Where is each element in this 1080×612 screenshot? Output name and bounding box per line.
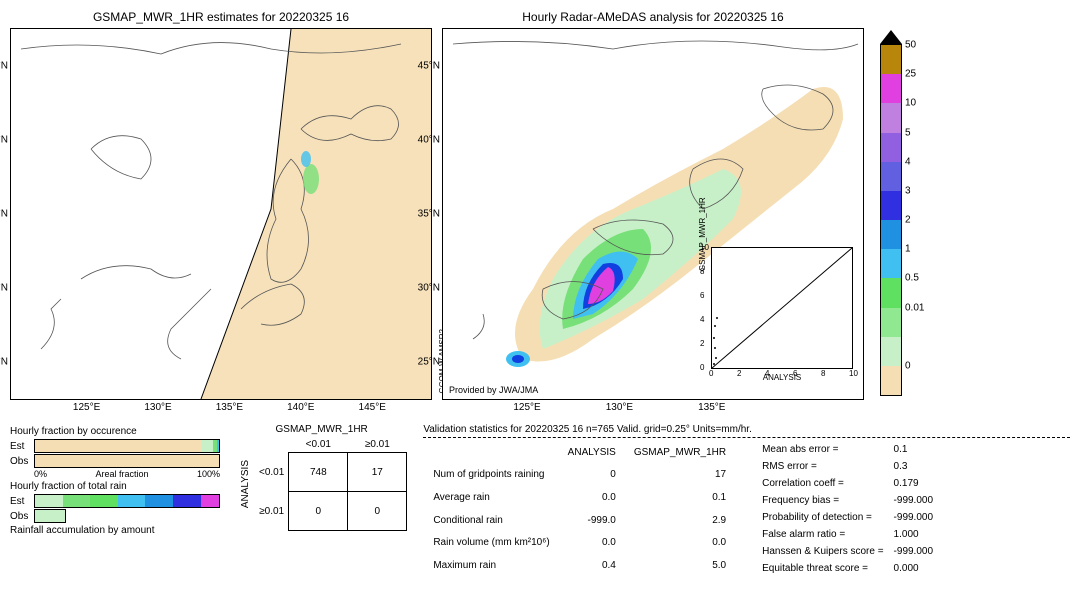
stat-val-a: 0.0: [560, 532, 624, 553]
inset-scatter: GSMAP_MWR_1HR ANALYSIS 02468100246810: [711, 247, 853, 369]
metric-val: -999.000: [890, 510, 937, 525]
bar-label-obs: Obs: [10, 511, 34, 522]
stat-val-b: 0.1: [626, 487, 734, 508]
left-map-svg: [11, 29, 431, 399]
occ-axis-right: 100%: [197, 469, 220, 479]
stat-val-a: 0: [560, 464, 624, 485]
occ-axis-left: 0%: [34, 469, 47, 479]
stat-val-a: -999.0: [560, 510, 624, 531]
metrics-table: Mean abs error =0.1RMS error =0.3Correla…: [756, 440, 939, 578]
metric-label: False alarm ratio =: [758, 527, 887, 542]
metric-val: -999.000: [890, 544, 937, 559]
rain-obs-bar: [34, 509, 66, 523]
right-map: GSMAP_MWR_1HR ANALYSIS 02468100246810 Pr…: [442, 28, 864, 400]
ct-ylabel: ANALYSIS: [236, 456, 255, 512]
inset-ylabel: GSMAP_MWR_1HR: [698, 197, 707, 271]
metric-label: Correlation coeff =: [758, 476, 887, 491]
rain-patch: [303, 164, 319, 194]
rain-title: Hourly fraction of total rain: [10, 481, 220, 492]
stat-val-b: 2.9: [626, 510, 734, 531]
stat-val-b: 5.0: [626, 555, 734, 576]
colorbar: 502510543210.50.010: [880, 44, 902, 396]
metric-val: 0.3: [890, 459, 937, 474]
ct-row1: ≥0.01: [255, 492, 289, 531]
ct-row0: <0.01: [255, 453, 289, 492]
left-map: GCOM-W AMSR2 45°N40°N35°N30°N25°N125°E13…: [10, 28, 432, 400]
metric-label: Hanssen & Kuipers score =: [758, 544, 887, 559]
accum-title: Rainfall accumulation by amount: [10, 525, 220, 536]
bottom-row: Hourly fraction by occurence Est Obs 0% …: [10, 424, 1070, 578]
stat-label: Average rain: [425, 487, 557, 508]
metric-label: RMS error =: [758, 459, 887, 474]
metric-val: 0.1: [890, 442, 937, 457]
stat-label: Num of gridpoints raining: [425, 464, 557, 485]
metric-val: -999.000: [890, 493, 937, 508]
right-map-panel: Hourly Radar-AMeDAS analysis for 2022032…: [442, 10, 864, 400]
inset-diagonal: [712, 248, 852, 368]
stats-col-gsmap: GSMAP_MWR_1HR: [626, 442, 734, 462]
colorbar-panel: 502510543210.50.010: [880, 30, 902, 396]
ct-cell: 17: [348, 453, 407, 492]
rain-patch: [301, 151, 311, 167]
metric-val: 0.179: [890, 476, 937, 491]
colorbar-arrow-icon: [880, 30, 902, 44]
left-map-title: GSMAP_MWR_1HR estimates for 20220325 16: [93, 10, 349, 24]
ct-cell: 0: [289, 492, 348, 531]
bar-label-est: Est: [10, 441, 34, 452]
occ-obs-bar: [34, 454, 220, 468]
ct-col0: <0.01: [289, 437, 348, 453]
stat-val-a: 0.4: [560, 555, 624, 576]
stats-divider: [423, 437, 1070, 438]
bar-label-est: Est: [10, 496, 34, 507]
occ-est-bar: [34, 439, 220, 453]
bar-label-obs: Obs: [10, 456, 34, 467]
ct-col1: ≥0.01: [348, 437, 407, 453]
metric-label: Probability of detection =: [758, 510, 887, 525]
metric-val: 1.000: [890, 527, 937, 542]
contingency-table: <0.01≥0.01 <0.0174817 ≥0.0100: [255, 437, 407, 531]
bars-panel: Hourly fraction by occurence Est Obs 0% …: [10, 424, 220, 538]
stat-label: Rain volume (mm km²10⁶): [425, 532, 557, 553]
rain-est-bar: [34, 494, 220, 508]
ct-cell: 0: [348, 492, 407, 531]
right-map-title: Hourly Radar-AMeDAS analysis for 2022032…: [522, 10, 783, 24]
ct-cell: 748: [289, 453, 348, 492]
stats-table: ANALYSISGSMAP_MWR_1HR Num of gridpoints …: [423, 440, 736, 578]
stats-col-analysis: ANALYSIS: [560, 442, 624, 462]
stats-panel: Validation statistics for 20220325 16 n=…: [423, 424, 1070, 578]
occ-axis-center: Areal fraction: [95, 469, 148, 479]
provided-by: Provided by JWA/JMA: [449, 385, 538, 395]
stats-header: Validation statistics for 20220325 16 n=…: [423, 424, 1070, 435]
occ-axis: 0% Areal fraction 100%: [34, 469, 220, 479]
stat-label: Conditional rain: [425, 510, 557, 531]
swath-fill: [201, 29, 431, 399]
metric-label: Equitable threat score =: [758, 561, 887, 576]
top-row: GSMAP_MWR_1HR estimates for 20220325 16 …: [10, 10, 1070, 400]
stat-val-a: 0.0: [560, 487, 624, 508]
stat-val-b: 0.0: [626, 532, 734, 553]
ct-title: GSMAP_MWR_1HR: [236, 424, 407, 435]
contingency-panel: GSMAP_MWR_1HR ANALYSIS <0.01≥0.01 <0.017…: [236, 424, 407, 531]
metric-val: 0.000: [890, 561, 937, 576]
stat-val-b: 17: [626, 464, 734, 485]
left-map-panel: GSMAP_MWR_1HR estimates for 20220325 16 …: [10, 10, 432, 400]
metric-label: Mean abs error =: [758, 442, 887, 457]
occ-title: Hourly fraction by occurence: [10, 426, 220, 437]
inset-svg: [712, 248, 852, 368]
stat-label: Maximum rain: [425, 555, 557, 576]
metric-label: Frequency bias =: [758, 493, 887, 508]
radar-spot: [512, 355, 524, 363]
